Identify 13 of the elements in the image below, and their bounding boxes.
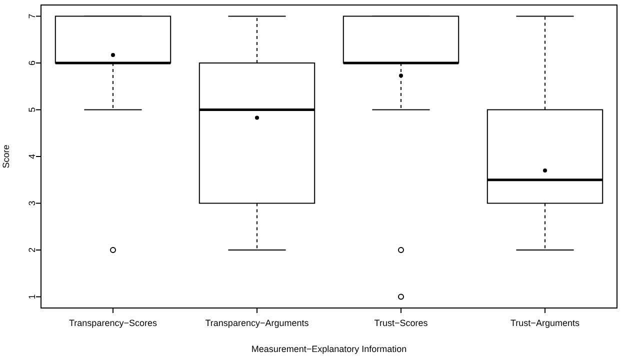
x-axis-title: Measurement−Explanatory Information bbox=[251, 344, 407, 354]
x-tick-label: Trust−Arguments bbox=[510, 318, 580, 328]
y-tick-label: 2 bbox=[27, 248, 37, 253]
x-tick-label: Transparency−Scores bbox=[69, 318, 158, 328]
y-tick-label: 4 bbox=[27, 154, 37, 160]
x-tick-label: Trust−Scores bbox=[374, 318, 428, 328]
y-tick-label: 1 bbox=[27, 294, 37, 300]
y-tick-label: 5 bbox=[27, 107, 37, 112]
x-tick-label: Transparency−Arguments bbox=[205, 318, 310, 328]
y-tick-label: 6 bbox=[27, 60, 37, 66]
y-tick-label: 3 bbox=[27, 200, 37, 206]
y-tick-label: 7 bbox=[27, 14, 37, 19]
y-axis-title: Score bbox=[1, 144, 11, 168]
